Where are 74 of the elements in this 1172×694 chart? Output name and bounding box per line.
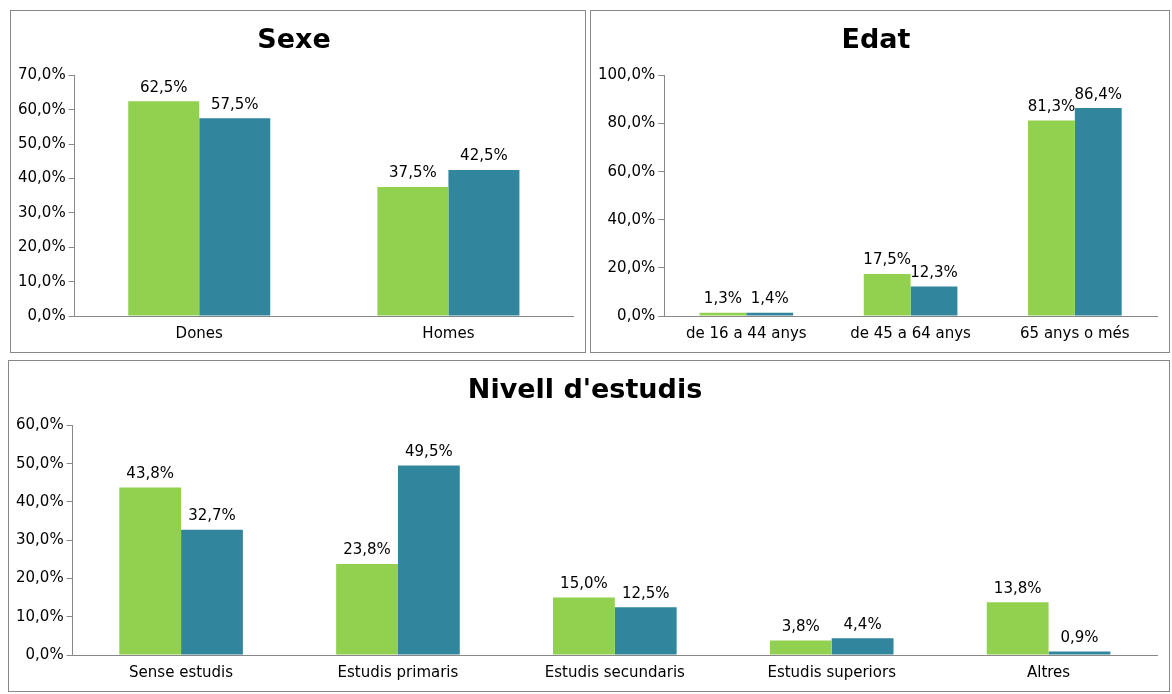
data-label: 3,8% xyxy=(781,616,820,635)
data-label: 42,5% xyxy=(460,146,508,165)
y-tick-label: 60,0% xyxy=(18,99,66,118)
y-tick-label: 0,0% xyxy=(617,305,656,324)
bar xyxy=(746,312,794,316)
bar xyxy=(1028,120,1075,316)
x-tick-label: Altres xyxy=(1026,662,1071,681)
y-tick-label: 50,0% xyxy=(16,453,64,472)
bar xyxy=(986,602,1049,655)
y-tick-label: 0,0% xyxy=(27,305,66,324)
bar xyxy=(119,487,182,655)
y-tick-label: 80,0% xyxy=(607,113,656,132)
x-tick-label: Estudis secundaris xyxy=(544,662,686,681)
data-label: 0,9% xyxy=(1060,627,1099,646)
chart-title: Nivell d'estudis xyxy=(467,373,703,405)
data-label: 12,3% xyxy=(910,262,958,281)
data-label: 81,3% xyxy=(1027,96,1076,115)
y-tick-label: 100,0% xyxy=(597,65,656,84)
y-tick-label: 10,0% xyxy=(16,606,64,625)
bar xyxy=(128,101,200,316)
y-tick-label: 40,0% xyxy=(16,491,64,510)
y-tick-label: 0,0% xyxy=(25,644,64,663)
y-tick-label: 40,0% xyxy=(607,209,656,228)
bar xyxy=(1048,651,1111,655)
data-label: 86,4% xyxy=(1074,84,1123,103)
data-label: 32,7% xyxy=(188,506,236,525)
bar xyxy=(614,607,677,655)
y-tick-label: 30,0% xyxy=(18,202,66,221)
bar xyxy=(199,118,271,316)
bar xyxy=(831,638,894,655)
bar xyxy=(336,563,398,655)
x-tick-label: Dones xyxy=(175,323,224,342)
x-tick-label: de 16 a 44 anys xyxy=(686,323,807,342)
y-tick-label: 20,0% xyxy=(16,568,64,587)
y-tick-label: 40,0% xyxy=(18,168,66,187)
bar xyxy=(553,597,615,655)
y-tick-label: 70,0% xyxy=(18,65,66,84)
data-label: 13,8% xyxy=(993,578,1042,597)
bar xyxy=(448,169,520,316)
bar xyxy=(181,529,243,655)
data-label: 57,5% xyxy=(210,94,259,113)
data-label: 1,3% xyxy=(703,289,742,308)
y-tick-label: 20,0% xyxy=(607,257,656,276)
y-tick-label: 20,0% xyxy=(18,237,66,256)
bar xyxy=(910,286,958,316)
bar xyxy=(863,273,911,316)
y-tick-label: 60,0% xyxy=(607,161,656,180)
y-tick-label: 50,0% xyxy=(18,134,66,153)
chart-title: Edat xyxy=(841,23,911,55)
bar xyxy=(1074,108,1122,316)
data-label: 49,5% xyxy=(405,441,453,460)
data-label: 37,5% xyxy=(389,163,437,182)
x-tick-label: Homes xyxy=(422,323,475,342)
data-label: 17,5% xyxy=(863,250,912,269)
data-label: 62,5% xyxy=(139,77,188,96)
data-label: 4,4% xyxy=(843,614,882,633)
y-tick-label: 30,0% xyxy=(16,530,64,549)
x-tick-label: Sense estudis xyxy=(129,662,234,681)
y-tick-label: 10,0% xyxy=(18,271,66,290)
bar xyxy=(699,312,747,316)
bar xyxy=(397,465,460,655)
data-label: 12,5% xyxy=(621,583,670,602)
chart-title: Sexe xyxy=(257,23,331,55)
data-label: 23,8% xyxy=(343,540,391,559)
x-tick-label: Estudis superiors xyxy=(767,662,897,681)
bar xyxy=(377,187,449,316)
x-tick-label: 65 anys o més xyxy=(1020,323,1130,342)
x-tick-label: Estudis primaris xyxy=(337,662,459,681)
bar xyxy=(769,640,832,655)
data-label: 1,4% xyxy=(750,289,789,308)
y-tick-label: 60,0% xyxy=(16,415,64,434)
x-tick-label: de 45 a 64 anys xyxy=(850,323,972,342)
data-label: 15,0% xyxy=(560,573,608,592)
data-label: 43,8% xyxy=(126,463,175,482)
